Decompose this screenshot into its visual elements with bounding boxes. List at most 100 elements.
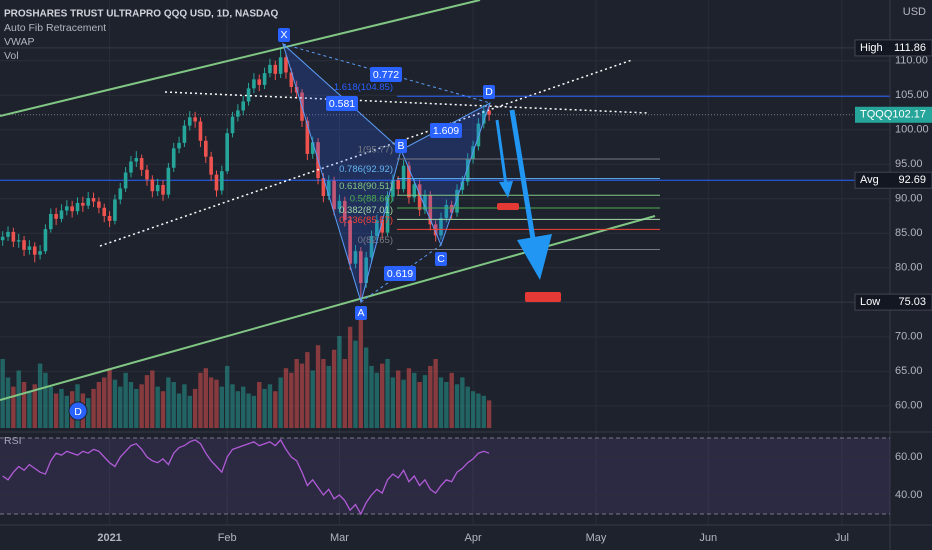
fib-label: 1(95.77) [358, 144, 393, 155]
candle-body [332, 180, 336, 210]
fib-label: 0.5(88.66) [350, 194, 393, 205]
pattern-tag [395, 139, 407, 153]
candle-body [359, 251, 363, 283]
candle-body [449, 204, 454, 213]
x-tick-label: Jul [835, 532, 849, 544]
volume-bar [27, 391, 32, 428]
indicator-name: Vol [4, 50, 19, 62]
volume-bar [171, 382, 176, 428]
volume-bar [454, 384, 460, 428]
candle-body [27, 246, 32, 250]
volume-bar [21, 382, 27, 428]
trend-line [99, 59, 633, 247]
candle-body [177, 142, 181, 149]
event-marker[interactable] [68, 401, 88, 421]
volume-bar [396, 370, 401, 428]
candle-body [214, 174, 219, 191]
ratio-tag [430, 123, 462, 138]
candle-body [439, 218, 443, 236]
volume-bar [53, 393, 59, 428]
candle-body [43, 229, 48, 252]
candle-body [230, 116, 235, 134]
candle-body [203, 140, 208, 157]
rsi-tick-label: 60.00 [895, 451, 923, 463]
volume-bar [374, 372, 380, 428]
pattern-ratio: 0.619 [387, 268, 413, 280]
volume-bar [102, 377, 107, 428]
candle-body [48, 213, 53, 230]
candle-body [11, 231, 16, 242]
candle-body [321, 178, 326, 197]
candle-body [166, 167, 171, 195]
candle-body [423, 195, 427, 210]
volume-bar [48, 386, 53, 428]
candle-body [262, 73, 267, 85]
indicator-name: VWAP [4, 36, 35, 48]
channel-top [0, 0, 481, 117]
volume-bar [412, 372, 417, 428]
pattern-tag [355, 306, 367, 320]
grid [0, 0, 890, 525]
volume-bar [417, 382, 422, 428]
fib-label: 0.236(85.57) [339, 215, 393, 226]
candle-body [278, 57, 283, 74]
volume-bar [64, 395, 70, 428]
pattern-point: A [357, 307, 364, 319]
candle-body [65, 206, 69, 211]
candle-body [401, 165, 406, 190]
y-tick-label: 60.00 [895, 400, 923, 412]
candle-body [6, 231, 10, 237]
volume-bar [144, 375, 150, 428]
volume-bar [310, 370, 315, 428]
candle-body [268, 64, 272, 74]
candle-body [59, 210, 64, 219]
candle-body [86, 198, 90, 206]
price-label-value: 111.86 [894, 42, 926, 54]
price-label-value: 92.69 [898, 174, 926, 186]
y-tick-label: 110.00 [895, 55, 928, 67]
candle-body [476, 123, 481, 147]
price-label-name: TQQQ [860, 109, 893, 121]
fib-label: 0.618(90.51) [339, 181, 393, 192]
volume-bar [208, 377, 214, 428]
candle-body [252, 79, 256, 89]
volume-bar [347, 326, 353, 428]
candle-body [32, 246, 37, 255]
candle-body [182, 125, 187, 143]
candle-body [455, 189, 459, 213]
candle-body [118, 188, 123, 200]
volume-bar [315, 345, 321, 428]
candle-body [145, 169, 149, 180]
y-tick-label: 90.00 [895, 193, 923, 205]
candle-body [75, 202, 80, 212]
candle-body [97, 201, 101, 208]
candle-body [348, 220, 352, 264]
volume-bar [91, 388, 96, 428]
arrow-head [499, 181, 513, 198]
candle-body [155, 184, 160, 192]
candle-body [81, 202, 85, 206]
volume-bar [219, 386, 225, 428]
candle-body [305, 120, 310, 154]
rsi-tick-label: 40.00 [895, 489, 923, 501]
volume-bar [160, 391, 166, 428]
indicator-name: Auto Fib Retracement [4, 22, 106, 34]
volume-bar [331, 349, 337, 428]
pattern-ratio: 0.581 [329, 98, 355, 110]
chart-title: PROSHARES TRUST ULTRAPRO QQQ USD, 1D, NA… [4, 9, 278, 20]
volume-bar [433, 359, 438, 428]
pattern-point: C [437, 253, 445, 265]
candle-body [257, 79, 262, 85]
volume-bar [363, 347, 369, 428]
overlay-layer: 1.618(104.85) 1(95.77) 0.786(92.92) 0.618(9… [334, 82, 890, 251]
target-box [497, 203, 519, 210]
fib-label: 0.382(87.01) [339, 205, 393, 216]
candle-body [70, 206, 74, 212]
volume-bar [289, 372, 294, 428]
candle-body [407, 165, 411, 198]
volume-bar [305, 352, 310, 428]
candle-body [102, 207, 107, 217]
y-tick-label: 70.00 [895, 331, 923, 343]
candle-body [289, 72, 294, 87]
